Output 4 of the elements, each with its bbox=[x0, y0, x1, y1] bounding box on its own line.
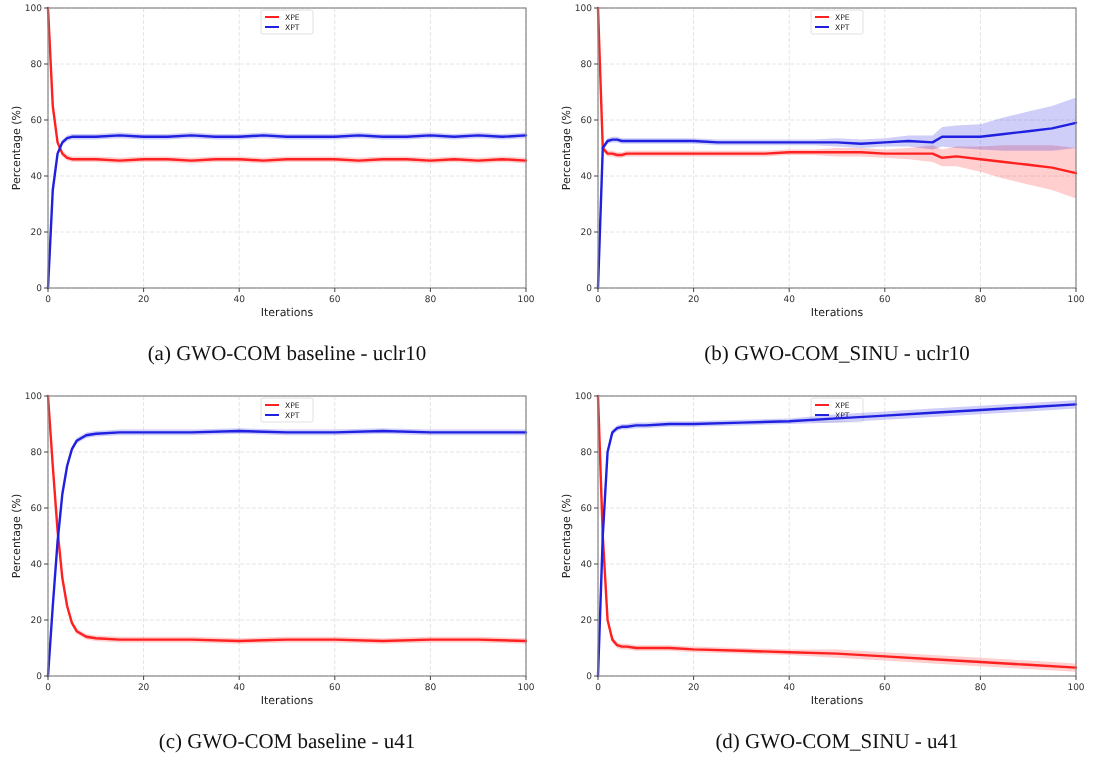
text: (a) GWO-COM baseline - uclr10 bbox=[147, 344, 427, 366]
text: (c) GWO-COM baseline - u41 bbox=[158, 732, 416, 754]
text: (b) GWO-COM_SINU - uclr10 bbox=[704, 344, 970, 366]
text: (d) GWO-COM_SINU - u41 bbox=[715, 732, 959, 754]
